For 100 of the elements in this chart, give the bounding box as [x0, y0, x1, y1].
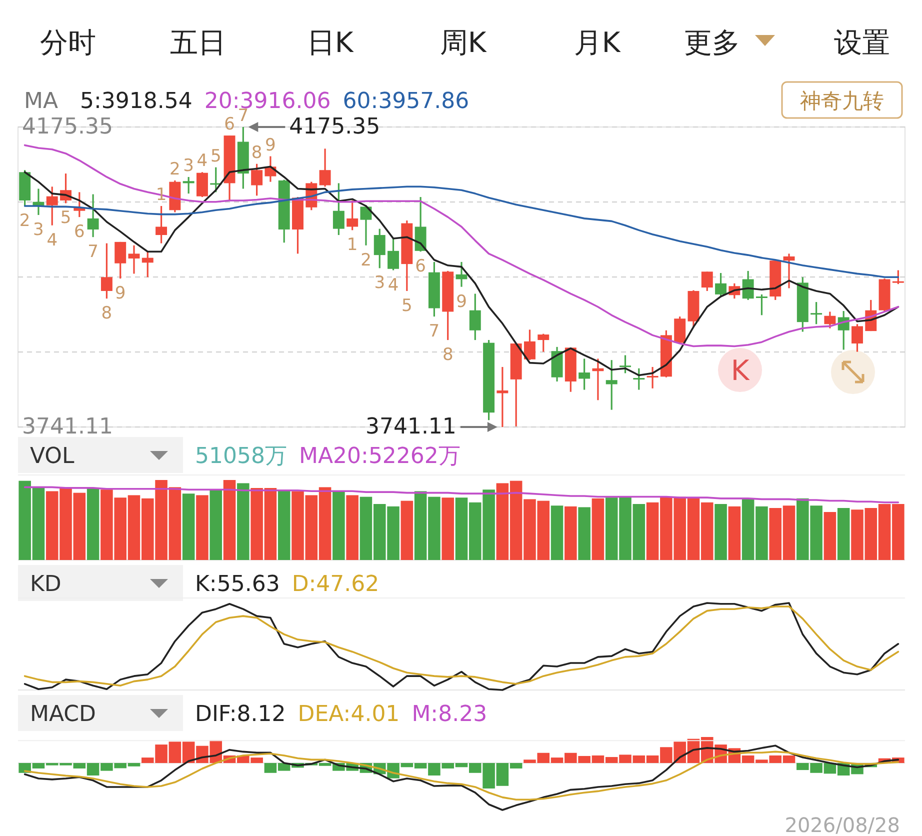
text: 5	[60, 208, 72, 228]
text: 月K	[574, 26, 621, 59]
legend-title: MACD	[30, 702, 96, 727]
text: 9	[265, 135, 276, 156]
candlestick	[87, 193, 99, 238]
candlestick	[892, 269, 904, 285]
candlestick	[578, 358, 590, 391]
candlestick	[701, 270, 713, 292]
candlestick	[496, 366, 508, 428]
candlestick	[196, 171, 208, 198]
candlestick	[524, 328, 536, 361]
text: 4	[46, 230, 58, 250]
candlestick	[46, 186, 58, 226]
series-label: 51058万	[195, 444, 287, 469]
bar	[400, 500, 414, 560]
candlestick	[319, 148, 331, 188]
series-label: MA20:52262万	[299, 444, 460, 469]
candlestick	[469, 292, 481, 341]
bar	[578, 507, 590, 560]
candlestick	[182, 176, 194, 194]
text: 6	[224, 114, 235, 135]
bar	[196, 495, 208, 560]
text: 7	[88, 242, 98, 262]
text: 1	[346, 235, 358, 256]
text: 分时	[40, 26, 96, 59]
annotation: K	[730, 354, 750, 387]
candlestick	[756, 294, 768, 316]
bar	[714, 504, 727, 560]
bar	[278, 490, 290, 560]
candlestick	[388, 238, 399, 272]
text: 9	[456, 292, 467, 312]
candlestick	[374, 228, 386, 269]
text: 7	[428, 322, 440, 342]
bar	[824, 512, 836, 560]
candlestick	[128, 244, 140, 275]
bar	[332, 491, 345, 560]
series-label: K:55.63	[195, 572, 280, 597]
text: 4	[388, 275, 399, 296]
legend-title: MA	[24, 89, 58, 114]
text: 2	[360, 250, 372, 270]
legend-title: KD	[30, 572, 62, 597]
candlestick	[810, 301, 822, 325]
legend-title: VOL	[30, 444, 75, 469]
candlestick	[538, 333, 550, 353]
text: 2	[19, 211, 30, 231]
text: 2026/08/28	[784, 813, 900, 836]
bar	[442, 498, 454, 560]
candlestick	[606, 359, 618, 411]
candlestick	[592, 358, 604, 401]
candlestick	[251, 163, 263, 196]
bar	[86, 488, 100, 560]
text: 神奇九转	[800, 89, 884, 113]
text: 2	[170, 159, 180, 180]
bar	[182, 494, 195, 560]
candlestick	[332, 182, 344, 236]
text: 五日	[170, 26, 226, 59]
text: 8	[251, 142, 262, 163]
text: 日K	[306, 26, 354, 59]
candlestick	[360, 204, 372, 246]
annotation: 3741.11	[365, 414, 456, 440]
bar	[346, 495, 358, 560]
candlestick	[114, 241, 126, 280]
candlestick	[783, 252, 795, 290]
bar	[564, 506, 577, 560]
text: 5:3918.54	[80, 89, 192, 114]
text: 8	[442, 345, 454, 366]
text: 更多	[684, 26, 740, 59]
annotation: 4175.35	[289, 114, 380, 140]
text: 3	[183, 156, 194, 176]
text: 9	[114, 284, 126, 304]
series-label: DEA:4.01	[298, 702, 400, 727]
text: 6	[415, 256, 426, 277]
text: 60:3957.86	[342, 89, 470, 114]
text: 3	[33, 220, 44, 240]
candlestick	[620, 354, 631, 374]
bar	[237, 483, 250, 560]
text: 8	[101, 304, 112, 324]
text: 5	[402, 296, 412, 316]
bar	[223, 480, 236, 560]
bar	[210, 490, 222, 560]
candlestick	[156, 205, 168, 244]
bar	[837, 508, 850, 560]
bar	[728, 506, 741, 560]
candlestick	[346, 200, 358, 231]
candlestick	[824, 310, 836, 330]
text: 5	[210, 146, 222, 166]
candlestick	[715, 272, 727, 298]
text: 3	[374, 273, 386, 294]
candlestick	[633, 368, 645, 391]
series-label: DIF:8.12	[195, 702, 286, 727]
text: 设置	[834, 26, 890, 59]
candlestick	[646, 366, 658, 390]
series-label: D:47.62	[292, 572, 380, 597]
bar	[592, 498, 604, 560]
candlestick	[852, 323, 863, 353]
text: 6	[74, 222, 85, 242]
candlestick	[142, 250, 154, 278]
candlestick	[742, 270, 754, 301]
candlestick	[100, 242, 112, 300]
text: 4	[196, 151, 208, 172]
